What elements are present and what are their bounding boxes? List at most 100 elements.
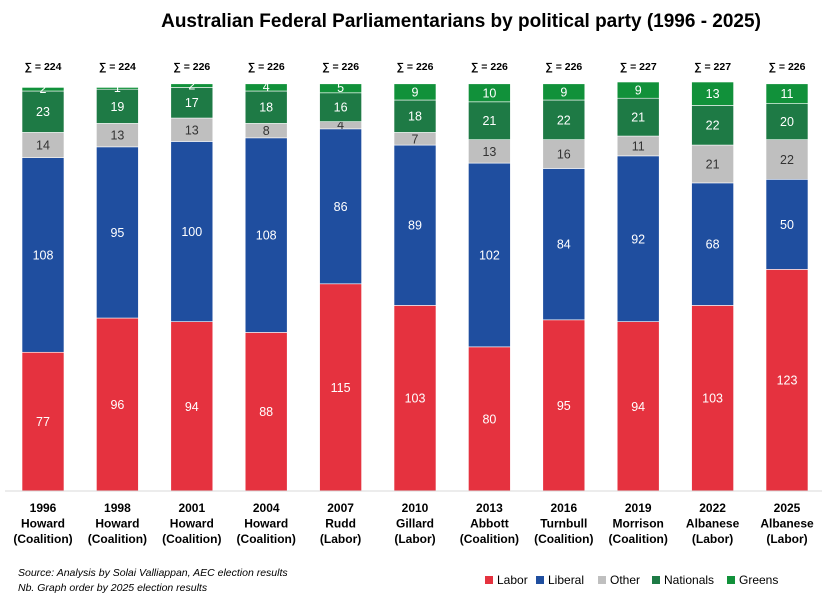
data-label-labor-2013: 80 <box>482 412 496 426</box>
bar-stack-2019: 94 92 11 21 9 <box>616 81 660 492</box>
total-label-1998: ∑ = 224 <box>99 61 136 73</box>
data-label-labor-1996: 77 <box>36 415 50 429</box>
x-label-year-2010: 2010 <box>402 501 429 515</box>
bar-segment-liberal-1998 <box>96 146 139 319</box>
bar-segment-nationals-2010 <box>393 99 437 133</box>
bar-stack-2016: 95 84 16 22 9 <box>542 83 586 492</box>
x-label-leader-1998: Howard <box>95 517 139 531</box>
bar-segment-greens-2001 <box>170 83 214 88</box>
data-label-nationals-1996: 23 <box>36 105 50 119</box>
data-label-labor-2007: 115 <box>331 381 351 395</box>
data-label-nationals-2025: 20 <box>780 115 794 129</box>
bar-segment-labor-2022 <box>691 305 734 492</box>
data-label-liberal-2019: 92 <box>631 232 645 246</box>
legend-item-other: Other <box>598 573 640 587</box>
x-label-leader-2022: Albanese <box>686 517 740 531</box>
x-axis-labels: 1996Howard(Coalition)1998Howard(Coalitio… <box>13 501 814 546</box>
data-label-nationals-2007: 16 <box>334 101 348 115</box>
data-label-greens-1996: 2 <box>40 82 47 96</box>
data-label-greens-2013: 10 <box>482 86 496 100</box>
bar-stack-2013: 80 102 13 21 10 <box>468 83 511 492</box>
x-label-party-2013: (Coalition) <box>460 532 519 546</box>
x-label-year-2007: 2007 <box>327 501 354 515</box>
bar-segment-liberal-2010 <box>393 144 437 306</box>
total-label-2001: ∑ = 226 <box>173 61 210 73</box>
bar-segment-labor-2016 <box>542 319 586 492</box>
bar-segment-nationals-2019 <box>616 97 660 137</box>
total-label-2007: ∑ = 226 <box>322 61 359 73</box>
legend-label-labor: Labor <box>497 573 528 587</box>
data-label-greens-1998: 1 <box>114 81 121 95</box>
data-label-greens-2019: 9 <box>635 84 642 98</box>
x-label-leader-2007: Rudd <box>325 517 356 531</box>
x-label-party-2025: (Labor) <box>766 532 807 546</box>
legend-label-greens: Greens <box>739 573 778 587</box>
data-label-nationals-2010: 18 <box>408 110 422 124</box>
x-label-leader-2019: Morrison <box>613 517 664 531</box>
x-label-year-2022: 2022 <box>699 501 726 515</box>
x-label-year-2001: 2001 <box>178 501 205 515</box>
total-label-2019: ∑ = 227 <box>620 61 657 73</box>
data-label-other-2007: 4 <box>337 118 344 132</box>
bar-segment-labor-2025 <box>765 269 809 492</box>
data-label-other-1998: 13 <box>110 129 124 143</box>
bar-stack-2007: 115 86 4 16 5 <box>319 81 362 492</box>
x-label-leader-2004: Howard <box>244 517 288 531</box>
x-label-party-2007: (Labor) <box>320 532 361 546</box>
bar-segment-greens-2010 <box>393 83 437 101</box>
data-label-greens-2004: 4 <box>263 80 270 94</box>
data-label-labor-2001: 94 <box>185 400 199 414</box>
data-label-labor-2010: 103 <box>405 392 426 406</box>
x-label-party-2010: (Labor) <box>394 532 435 546</box>
data-label-nationals-2022: 22 <box>706 119 720 133</box>
bar-segment-nationals-2007 <box>319 92 362 122</box>
data-label-other-2004: 8 <box>263 124 270 138</box>
x-label-leader-2001: Howard <box>170 517 214 531</box>
data-label-labor-2016: 95 <box>557 399 571 413</box>
data-label-labor-1998: 96 <box>110 398 124 412</box>
data-label-liberal-2013: 102 <box>479 248 500 262</box>
bar-segment-labor-2004 <box>244 332 288 492</box>
data-label-liberal-1998: 95 <box>110 226 124 240</box>
bar-segment-nationals-2004 <box>244 90 288 124</box>
bar-stack-2010: 103 89 7 18 9 <box>393 83 437 492</box>
bar-segment-liberal-2025 <box>765 179 809 270</box>
data-label-greens-2025: 11 <box>781 87 794 101</box>
total-label-1996: ∑ = 224 <box>25 61 62 73</box>
data-label-labor-2004: 88 <box>259 405 273 419</box>
bar-stack-1996: 77 108 14 23 2 <box>21 82 65 492</box>
legend-swatch-greens <box>727 576 735 584</box>
bar-segment-labor-2001 <box>170 321 214 492</box>
bar-segment-other-2025 <box>765 139 809 180</box>
bar-segment-greens-1996 <box>21 87 65 92</box>
bar-segment-other-2016 <box>542 139 586 169</box>
x-label-year-2004: 2004 <box>253 501 280 515</box>
x-label-year-2025: 2025 <box>774 501 801 515</box>
data-label-labor-2025: 123 <box>777 374 798 388</box>
total-label-2004: ∑ = 226 <box>248 61 285 73</box>
legend-label-other: Other <box>610 573 640 587</box>
legend-item-nationals: Nationals <box>652 573 714 587</box>
x-label-leader-2013: Abbott <box>470 517 509 531</box>
bar-segment-greens-1998 <box>96 87 139 90</box>
data-label-liberal-2007: 86 <box>334 200 348 214</box>
bar-segment-nationals-2001 <box>170 87 214 119</box>
bar-segment-greens-2013 <box>468 83 511 103</box>
bar-segment-other-2022 <box>691 144 734 184</box>
bar-segment-liberal-2013 <box>468 162 511 348</box>
order-note: Nb. Graph order by 2025 election results <box>18 582 208 594</box>
bar-stack-2004: 88 108 8 18 4 <box>244 80 288 492</box>
data-label-greens-2022: 13 <box>706 87 720 101</box>
legend-swatch-nationals <box>652 576 660 584</box>
data-label-liberal-2010: 89 <box>408 219 422 233</box>
x-label-party-1998: (Coalition) <box>88 532 147 546</box>
data-label-greens-2010: 9 <box>412 85 419 99</box>
bar-segment-liberal-2004 <box>244 137 288 333</box>
bar-segment-nationals-2025 <box>765 103 809 140</box>
bar-segment-labor-2013 <box>468 346 511 492</box>
x-label-party-2004: (Coalition) <box>237 532 296 546</box>
legend-swatch-liberal <box>536 576 544 584</box>
data-label-nationals-2004: 18 <box>259 101 273 115</box>
data-label-other-2013: 13 <box>482 145 496 159</box>
chart-title: Australian Federal Parliamentarians by p… <box>161 11 761 32</box>
